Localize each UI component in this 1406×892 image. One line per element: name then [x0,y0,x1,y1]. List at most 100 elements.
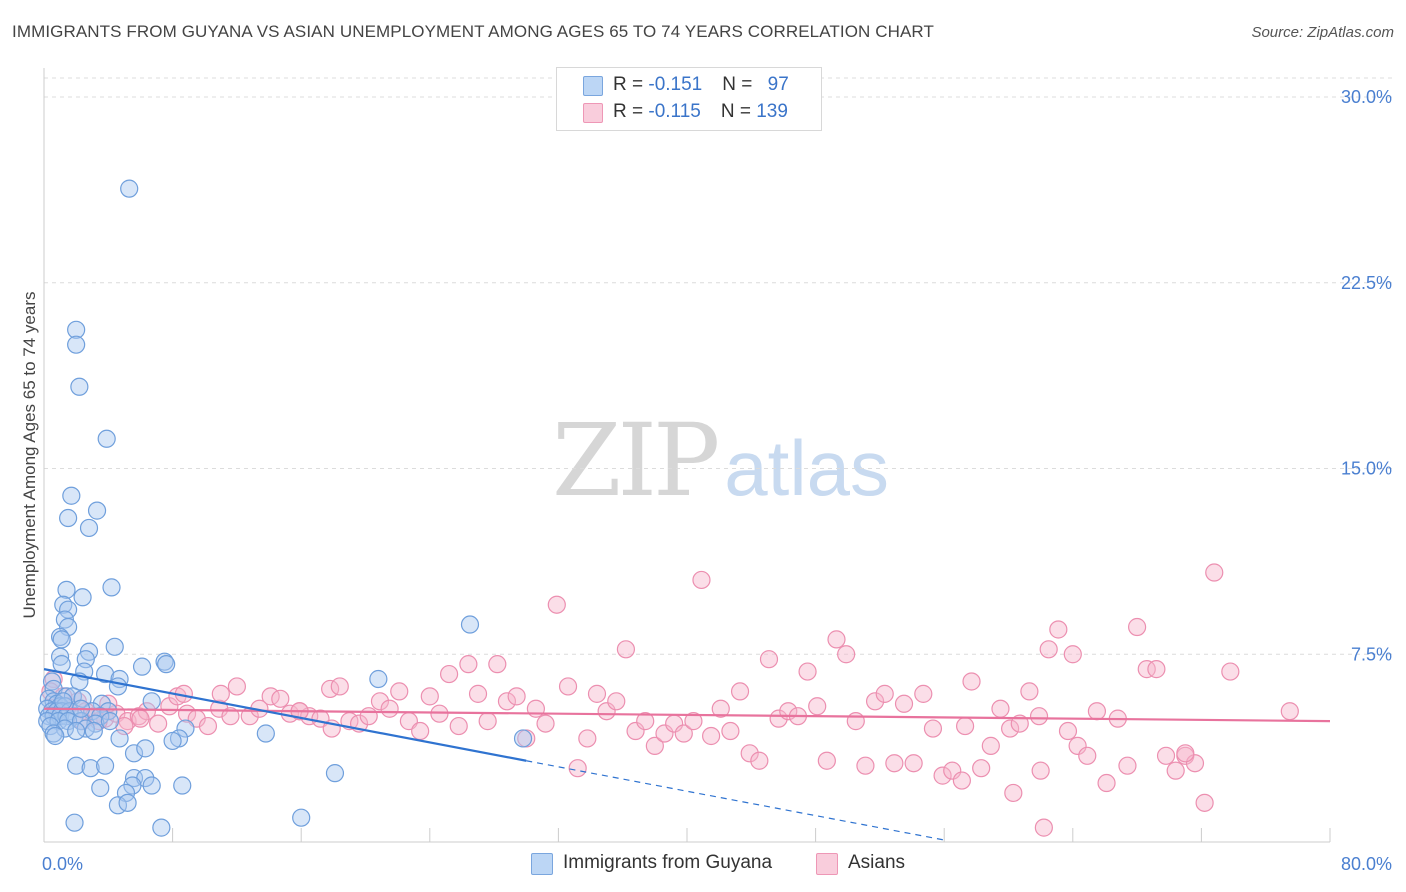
asian-point [1020,682,1039,701]
asian-point [827,630,846,649]
guyana-point [67,335,86,354]
guyana-point [142,692,161,711]
guyana-point [176,719,195,738]
asian-point [607,692,626,711]
asian-point [227,677,246,696]
asian-point [478,712,497,731]
asian-point [439,664,459,684]
asian-point [210,699,229,718]
asian-point [420,687,439,706]
asian-point [721,721,740,741]
guyana-point [132,657,152,676]
asian-point [459,655,478,674]
asian-point [817,751,836,770]
asian-point [1280,702,1299,721]
y-tick-label: 7.5% [1351,644,1392,664]
asian-point [370,692,390,711]
guyana-point [84,721,103,741]
legend-r-label: R = [613,74,649,95]
bottom-legend-swatch-guyana [531,853,553,875]
asian-point [526,699,545,718]
x-tick-label: 80.0% [1341,854,1392,874]
asian-point [1001,719,1020,738]
asian-point [1031,761,1050,780]
asian-point [885,754,904,773]
asian-point [837,645,856,664]
tick-labels: 7.5% 15.0% 22.5% 30.0% 0.0% 80.0% [42,87,1392,874]
asian-point [616,640,636,659]
asian-point [856,756,875,775]
asian-point [507,687,526,706]
asian-point [674,724,693,743]
asian-point [149,714,168,733]
guyana-point [163,731,182,751]
guyana-point [67,320,86,339]
guyana-point [79,518,99,538]
asian-point [578,729,597,748]
asian-point [645,736,664,755]
asian-point [846,712,865,731]
asian-point [1010,714,1029,733]
guyana-point [67,756,86,775]
asian-point [955,716,975,736]
legend-n-value: 97 [767,74,789,95]
asian-point [449,716,468,736]
guyana-point [173,776,192,795]
asian-point [1078,746,1097,765]
asian-point [865,692,885,711]
asian-point [597,702,616,721]
chart-title: IMMIGRANTS FROM GUYANA VS ASIAN UNEMPLOY… [12,22,934,41]
asian-point [1087,702,1107,721]
guyana-trend-extension [526,760,945,841]
asian-point [1166,761,1185,780]
asian-point [1205,563,1224,582]
data-points [38,179,1299,837]
asian-point [558,677,578,696]
asian-point [587,684,607,703]
asian-point [750,751,769,770]
asian-point [1185,754,1205,773]
source-label[interactable]: Source: ZipAtlas.com [1251,24,1394,41]
asian-point [914,684,933,703]
asian-point [1039,640,1058,659]
correlation-legend: R = -0.151 N = 97 R = -0.115 N = 139 [556,67,822,131]
guyana-point [142,776,161,795]
guyana-point [52,655,71,674]
asian-point [497,692,517,711]
guyana-point [95,664,115,684]
asian-point [730,682,750,701]
guyana-point [102,578,121,597]
asian-point [692,570,711,590]
bottom-legend-label-guyana: Immigrants from Guyana [563,852,773,873]
asian-point [991,699,1010,718]
legend-n-label: N = [722,74,758,95]
guyana-point [124,744,144,763]
legend-swatch-asians [583,103,603,123]
asian-point [198,716,218,736]
guyana-point [97,429,116,448]
asian-point [330,677,349,696]
asian-point [488,655,507,674]
asian-point [1118,756,1137,775]
guyana-point [86,714,105,733]
asian-point [1156,746,1176,765]
guyana-point [123,776,142,795]
asian-point [740,744,759,763]
guyana-point [57,580,76,599]
guyana-point [73,588,92,607]
asian-point [359,707,378,726]
asian-point [684,712,703,731]
asian-point [1176,744,1195,763]
guyana-point [55,719,74,738]
legend-r-value: -0.115 [648,101,701,122]
guyana-point [65,813,84,832]
asian-point [1127,617,1147,637]
asian-point [1058,721,1078,741]
guyana-point [513,729,533,748]
guyana-point [110,729,129,748]
bottom-legend-label-asians: Asians [848,852,906,873]
asian-point [655,724,674,743]
asian-point [952,771,971,790]
asian-point [972,759,991,778]
